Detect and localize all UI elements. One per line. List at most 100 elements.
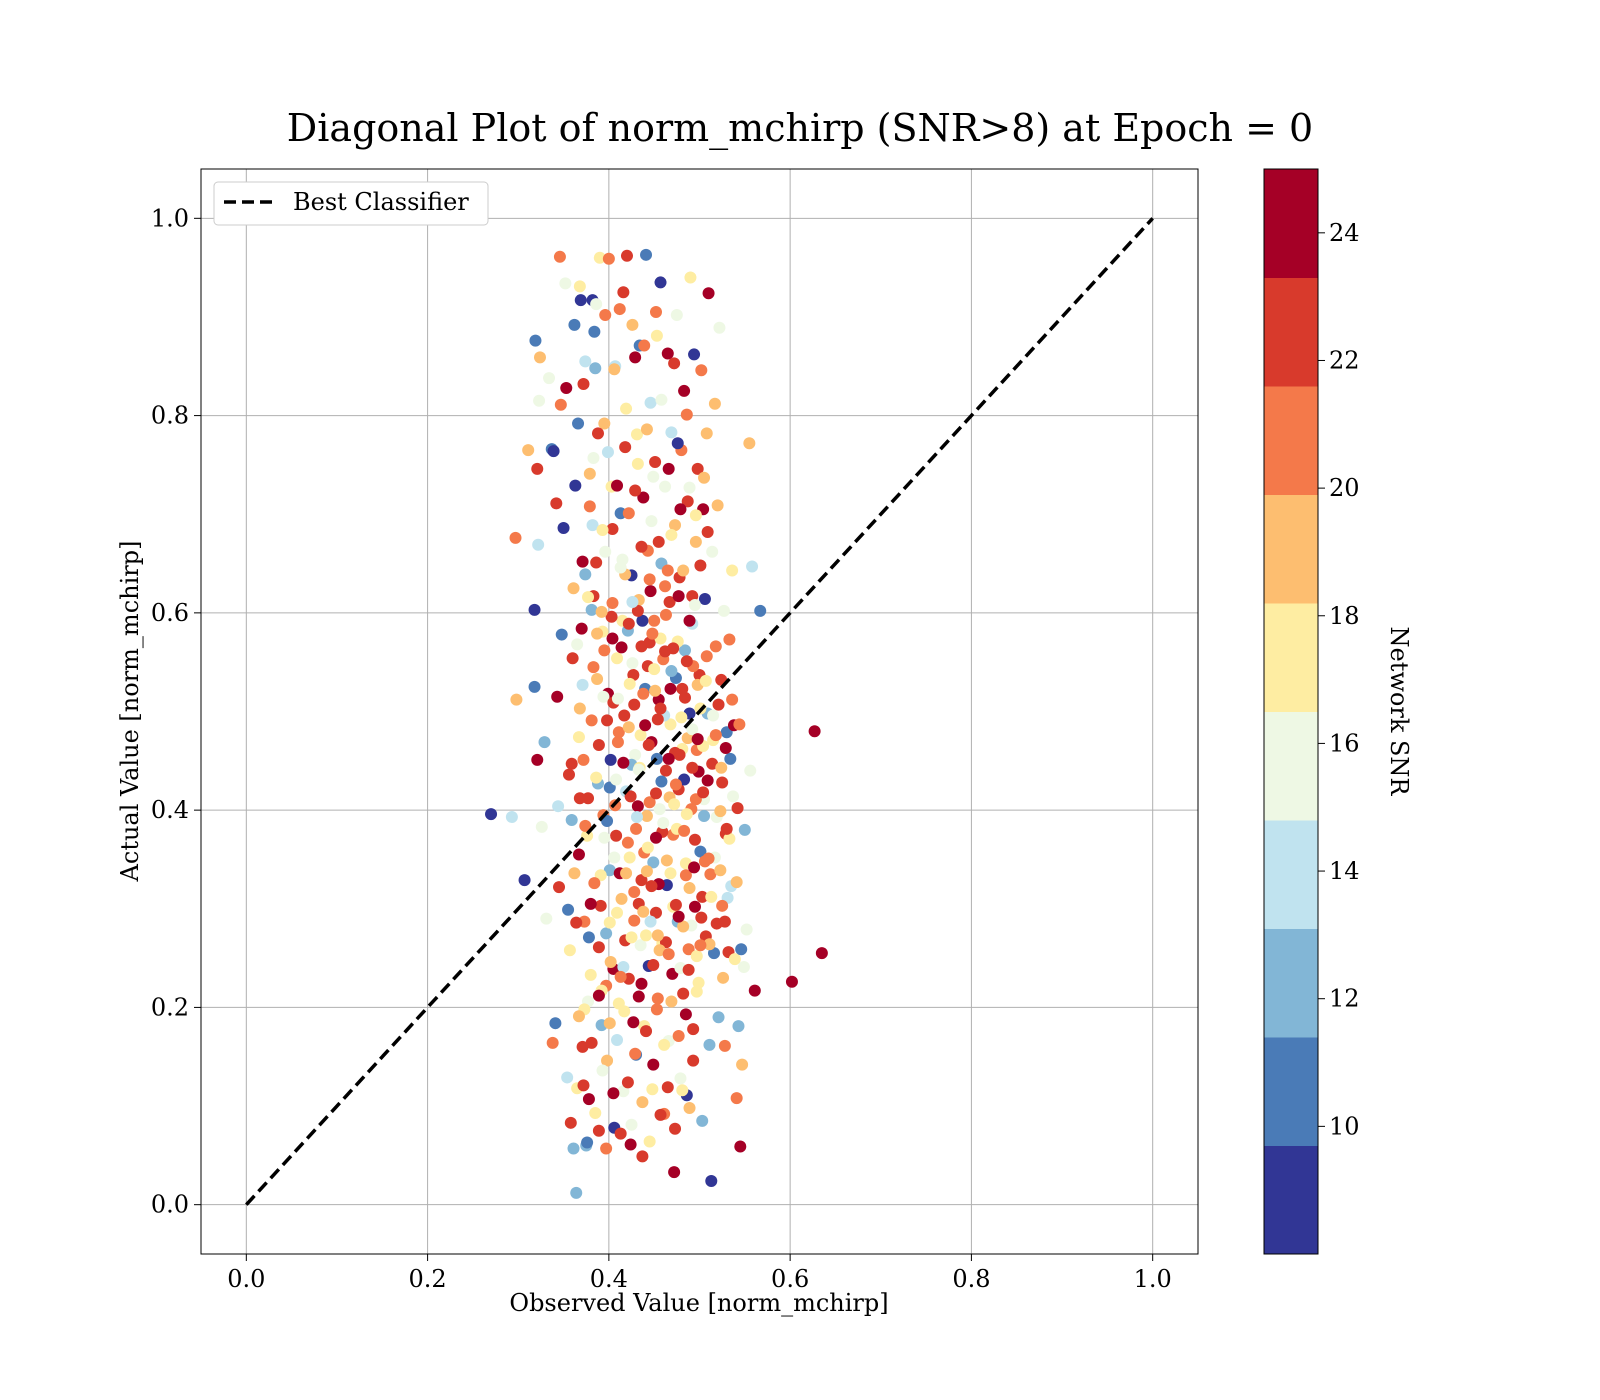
data-point bbox=[638, 339, 651, 352]
colorbar-tick-label: 12 bbox=[1329, 985, 1360, 1013]
data-point bbox=[610, 829, 623, 842]
data-point bbox=[677, 987, 690, 1000]
data-point bbox=[573, 280, 586, 293]
data-point bbox=[727, 790, 740, 803]
data-point bbox=[674, 503, 687, 516]
data-point bbox=[586, 519, 599, 532]
data-point bbox=[687, 1023, 700, 1036]
data-point bbox=[653, 803, 666, 816]
data-point bbox=[601, 446, 614, 459]
data-point bbox=[618, 709, 631, 722]
data-point bbox=[695, 911, 708, 924]
data-point bbox=[723, 633, 736, 646]
data-point bbox=[583, 500, 596, 513]
data-point bbox=[552, 800, 565, 813]
data-point bbox=[702, 852, 715, 865]
data-point bbox=[615, 641, 628, 654]
data-point bbox=[561, 1071, 574, 1084]
data-point bbox=[589, 362, 602, 375]
data-point bbox=[659, 764, 672, 777]
data-point bbox=[589, 1106, 602, 1119]
data-point bbox=[671, 437, 684, 450]
x-tick-label: 0.6 bbox=[771, 1265, 809, 1293]
data-point bbox=[714, 864, 727, 877]
data-point bbox=[642, 739, 655, 752]
data-point bbox=[617, 286, 630, 299]
data-point bbox=[572, 417, 585, 430]
data-point bbox=[551, 690, 564, 703]
data-point bbox=[694, 845, 707, 858]
data-point bbox=[579, 819, 592, 832]
data-point bbox=[680, 408, 693, 421]
data-point bbox=[614, 561, 627, 574]
data-point bbox=[684, 271, 697, 284]
data-point bbox=[669, 519, 682, 532]
data-point bbox=[620, 249, 633, 262]
data-point bbox=[565, 814, 578, 826]
data-point bbox=[662, 948, 675, 961]
y-tick-label: 0.4 bbox=[151, 796, 189, 824]
data-point bbox=[584, 897, 597, 910]
data-point bbox=[640, 423, 653, 436]
data-point bbox=[574, 294, 587, 307]
colorbar-segment bbox=[1264, 494, 1318, 604]
data-point bbox=[637, 491, 650, 504]
data-point bbox=[593, 251, 606, 264]
data-point bbox=[664, 718, 677, 731]
data-point bbox=[583, 467, 596, 480]
data-point bbox=[573, 792, 586, 805]
data-point bbox=[569, 479, 582, 492]
data-point bbox=[553, 881, 566, 894]
data-point bbox=[679, 869, 692, 882]
data-point bbox=[644, 915, 657, 928]
data-point bbox=[733, 718, 746, 731]
data-point bbox=[630, 811, 643, 824]
data-point bbox=[629, 351, 642, 364]
data-point bbox=[571, 638, 584, 651]
data-point bbox=[575, 622, 588, 635]
data-point bbox=[694, 559, 707, 572]
data-point bbox=[785, 975, 798, 988]
data-point bbox=[653, 944, 666, 957]
data-point bbox=[648, 614, 661, 627]
data-point bbox=[660, 854, 673, 867]
data-point bbox=[643, 796, 656, 809]
data-point bbox=[582, 1093, 595, 1106]
data-point bbox=[691, 462, 704, 475]
data-point bbox=[628, 698, 641, 711]
data-point bbox=[708, 947, 721, 960]
data-point bbox=[682, 963, 695, 976]
data-point bbox=[625, 1118, 638, 1131]
colorbar-tick-label: 20 bbox=[1329, 474, 1360, 502]
y-axis-ticks: 0.0 0.2 0.4 0.6 0.8 1.0 bbox=[151, 204, 201, 1219]
data-point bbox=[662, 462, 675, 475]
data-point bbox=[597, 690, 610, 703]
data-point bbox=[617, 756, 630, 769]
data-point bbox=[614, 970, 627, 983]
data-point bbox=[585, 714, 598, 727]
data-point bbox=[640, 929, 653, 942]
data-point bbox=[658, 1038, 671, 1051]
y-tick-label: 0.2 bbox=[151, 993, 189, 1021]
data-point bbox=[557, 522, 570, 535]
data-point bbox=[679, 1008, 692, 1021]
data-point bbox=[624, 1138, 637, 1151]
data-point bbox=[662, 752, 675, 765]
data-point bbox=[572, 1010, 585, 1023]
data-point bbox=[572, 848, 585, 861]
data-point bbox=[654, 1108, 667, 1121]
colorbar-segment bbox=[1264, 277, 1318, 387]
data-point bbox=[573, 702, 586, 715]
data-point bbox=[610, 773, 623, 786]
data-point bbox=[731, 802, 744, 815]
x-axis-ticks: 0.0 0.2 0.4 0.6 0.8 1.0 bbox=[227, 1254, 1172, 1293]
data-point bbox=[703, 938, 716, 951]
data-point bbox=[664, 682, 677, 695]
data-point bbox=[603, 864, 616, 877]
data-point bbox=[649, 906, 662, 919]
data-point bbox=[706, 545, 719, 558]
y-tick-label: 0.0 bbox=[151, 1191, 189, 1219]
data-point bbox=[815, 947, 828, 960]
y-tick-label: 1.0 bbox=[151, 204, 189, 232]
y-tick-label: 0.6 bbox=[151, 599, 189, 627]
